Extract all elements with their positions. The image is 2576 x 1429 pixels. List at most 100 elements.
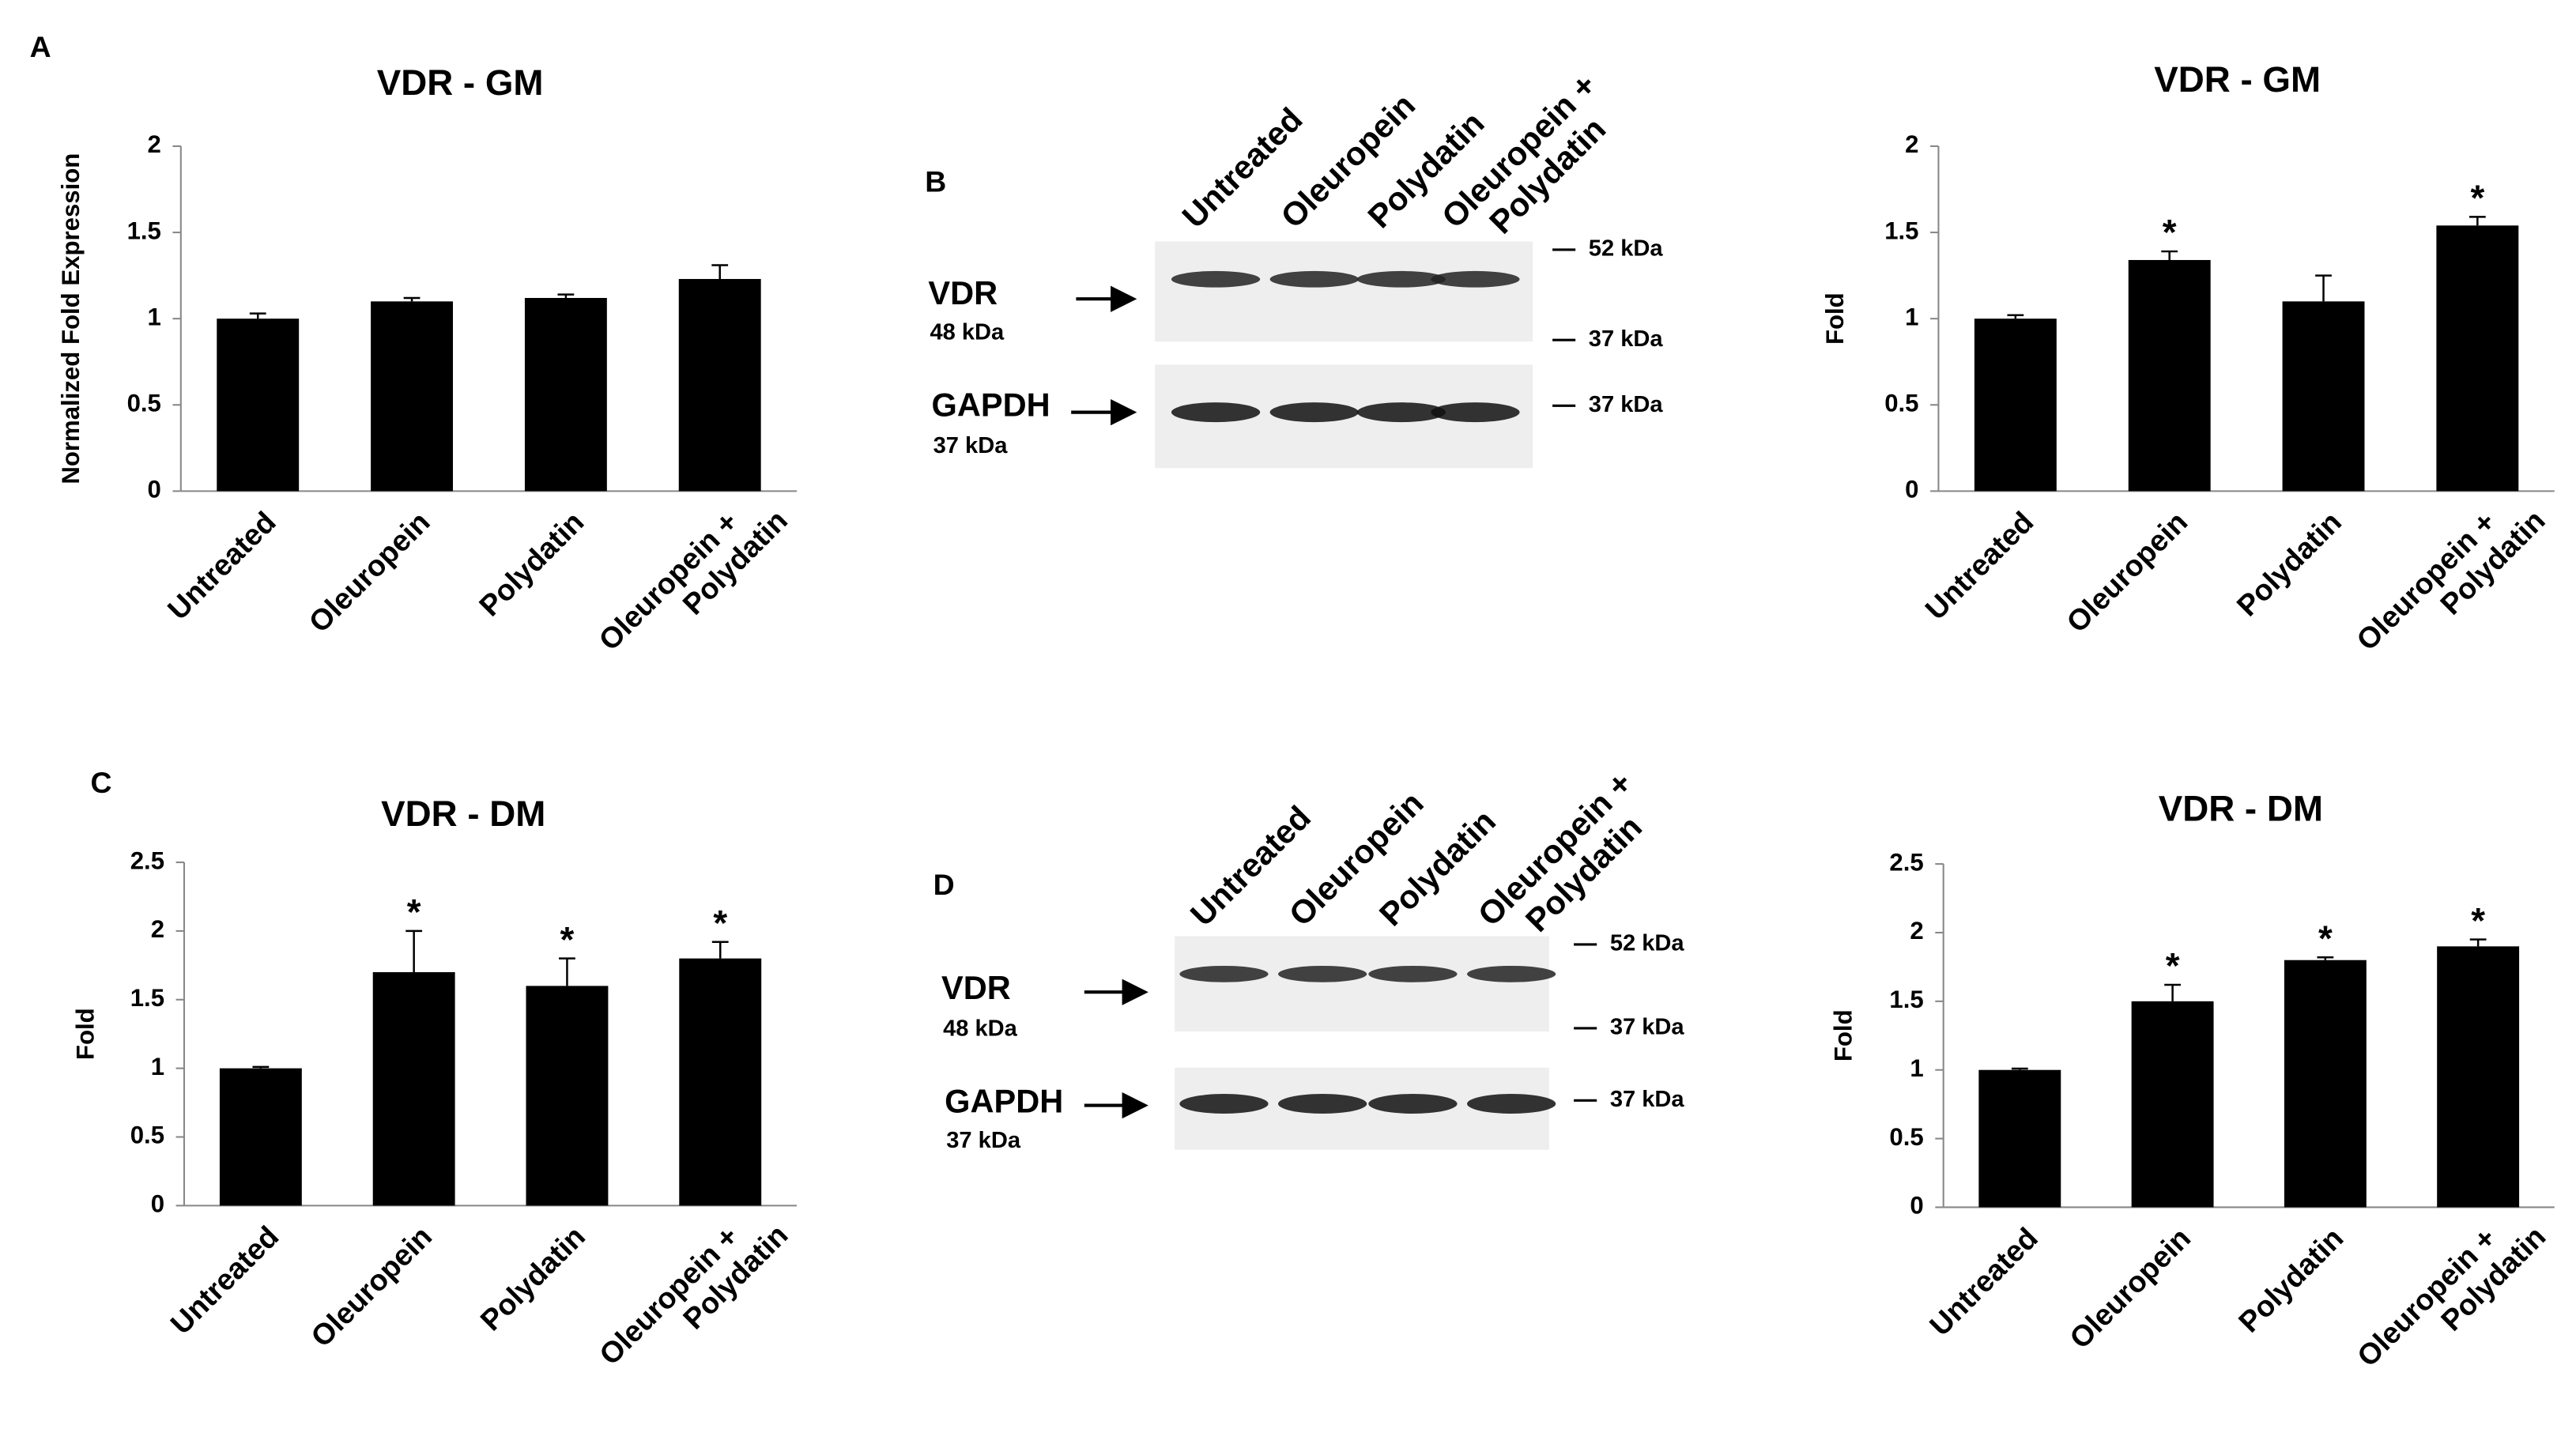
chart-title: VDR - DM xyxy=(2159,789,2323,829)
marker-label: 37 kDa xyxy=(1589,392,1664,417)
x-tick-label: Polydatin xyxy=(473,505,590,623)
chart-title: VDR - DM xyxy=(381,794,545,834)
blot-band xyxy=(1368,1094,1458,1114)
blot-band xyxy=(1171,270,1261,288)
protein-label: VDR xyxy=(928,274,998,311)
bar xyxy=(219,1068,302,1206)
blot-band xyxy=(1269,270,1359,288)
protein-label: GAPDH xyxy=(945,1083,1063,1120)
significance: * xyxy=(407,892,421,933)
bar xyxy=(2436,225,2519,492)
y-axis-label: Fold xyxy=(1829,1009,1857,1061)
y-tick-label: 2.5 xyxy=(130,846,164,874)
protein-size: 37 kDa xyxy=(946,1128,1021,1153)
panel-label: B xyxy=(925,165,946,198)
blot-band xyxy=(1467,965,1556,982)
significance: * xyxy=(2470,178,2484,218)
bar xyxy=(372,972,455,1206)
chart-title: VDR - GM xyxy=(377,62,544,103)
panel-label: A xyxy=(30,30,51,63)
y-axis-label: Fold xyxy=(1821,292,1849,345)
y-tick-label: 0.5 xyxy=(127,390,161,417)
y-tick-label: 1 xyxy=(151,1053,164,1080)
y-tick-label: 0 xyxy=(1905,476,1918,503)
x-tick-label: Oleuropein xyxy=(302,505,436,639)
panel-label: C xyxy=(91,766,112,799)
y-axis-label: Fold xyxy=(72,1008,100,1060)
significance: * xyxy=(2471,900,2485,941)
y-tick-label: 2 xyxy=(1905,130,1918,158)
blot-strip xyxy=(1155,241,1533,342)
blot-band xyxy=(1171,402,1261,423)
blot-strip xyxy=(1175,936,1549,1032)
marker-label: 52 kDa xyxy=(1589,236,1664,262)
blot-band xyxy=(1179,965,1269,982)
significance: * xyxy=(560,919,575,960)
x-tick-label: Polydatin xyxy=(473,1220,591,1337)
bar xyxy=(524,297,607,492)
protein-size: 48 kDa xyxy=(943,1016,1018,1042)
bar xyxy=(2282,301,2365,492)
significance: * xyxy=(2163,213,2177,253)
blot-band xyxy=(1356,270,1446,288)
x-tick-label: Polydatin xyxy=(2230,505,2348,623)
bar xyxy=(2128,259,2211,492)
blot-band xyxy=(1368,965,1458,982)
significance: * xyxy=(2318,918,2333,959)
protein-size: 37 kDa xyxy=(933,433,1009,458)
bar xyxy=(2131,1001,2214,1208)
x-tick-label: Untreated xyxy=(161,505,282,626)
blot-band xyxy=(1431,270,1520,288)
bar xyxy=(1978,1069,2061,1208)
bar xyxy=(371,301,454,492)
blot-band xyxy=(1179,1094,1269,1114)
bar xyxy=(2284,960,2367,1208)
x-tick-label: Oleuropein +Polydatin xyxy=(2350,480,2551,681)
x-tick-label: Untreated xyxy=(1923,1221,2044,1342)
y-tick-label: 1.5 xyxy=(130,984,164,1012)
y-tick-label: 0.5 xyxy=(1884,390,1918,417)
bar xyxy=(526,986,609,1206)
bar xyxy=(217,319,300,492)
marker-label: 37 kDa xyxy=(1610,1015,1685,1040)
y-axis-label: Normalized Fold Expression xyxy=(57,153,85,485)
y-tick-label: 1.5 xyxy=(1884,217,1918,244)
x-tick-label: Polydatin xyxy=(2232,1221,2350,1339)
y-tick-label: 1.5 xyxy=(127,217,161,244)
y-tick-label: 2.5 xyxy=(1889,848,1923,876)
protein-label: GAPDH xyxy=(932,386,1050,423)
y-tick-label: 2 xyxy=(148,130,161,158)
marker-label: 52 kDa xyxy=(1610,931,1685,956)
y-tick-label: 0 xyxy=(1910,1192,1923,1220)
y-tick-label: 0 xyxy=(151,1190,164,1218)
blot-band xyxy=(1356,402,1446,423)
x-tick-label: Oleuropein xyxy=(2063,1221,2197,1355)
significance: * xyxy=(713,903,727,943)
protein-size: 48 kDa xyxy=(930,320,1005,345)
bar xyxy=(678,278,761,492)
blot-band xyxy=(1431,402,1520,423)
marker-label: 37 kDa xyxy=(1589,326,1664,352)
blot-band xyxy=(1278,965,1367,982)
x-tick-label: Oleuropein +Polydatin xyxy=(593,1194,794,1396)
x-tick-label: Oleuropein xyxy=(2060,505,2193,639)
marker-label: 37 kDa xyxy=(1610,1087,1685,1112)
blot-band xyxy=(1467,1094,1556,1114)
y-tick-label: 1 xyxy=(148,303,161,330)
y-tick-label: 1 xyxy=(1905,303,1918,330)
x-tick-label: Untreated xyxy=(164,1220,285,1340)
blot-band xyxy=(1278,1094,1367,1114)
x-tick-label: Oleuropein xyxy=(304,1220,438,1353)
bar xyxy=(2437,946,2520,1208)
y-tick-label: 1.5 xyxy=(1889,986,1923,1013)
y-tick-label: 0.5 xyxy=(130,1122,164,1149)
bar xyxy=(679,958,762,1206)
x-tick-label: Oleuropein +Polydatin xyxy=(2351,1196,2552,1397)
protein-label: VDR xyxy=(941,969,1011,1006)
lane-label: Oleuropein +Polydatin xyxy=(1435,66,1630,262)
y-tick-label: 0 xyxy=(148,476,161,503)
panel-label: D xyxy=(933,868,955,901)
x-tick-label: Oleuropein +Polydatin xyxy=(592,480,794,681)
y-tick-label: 0.5 xyxy=(1889,1123,1923,1151)
